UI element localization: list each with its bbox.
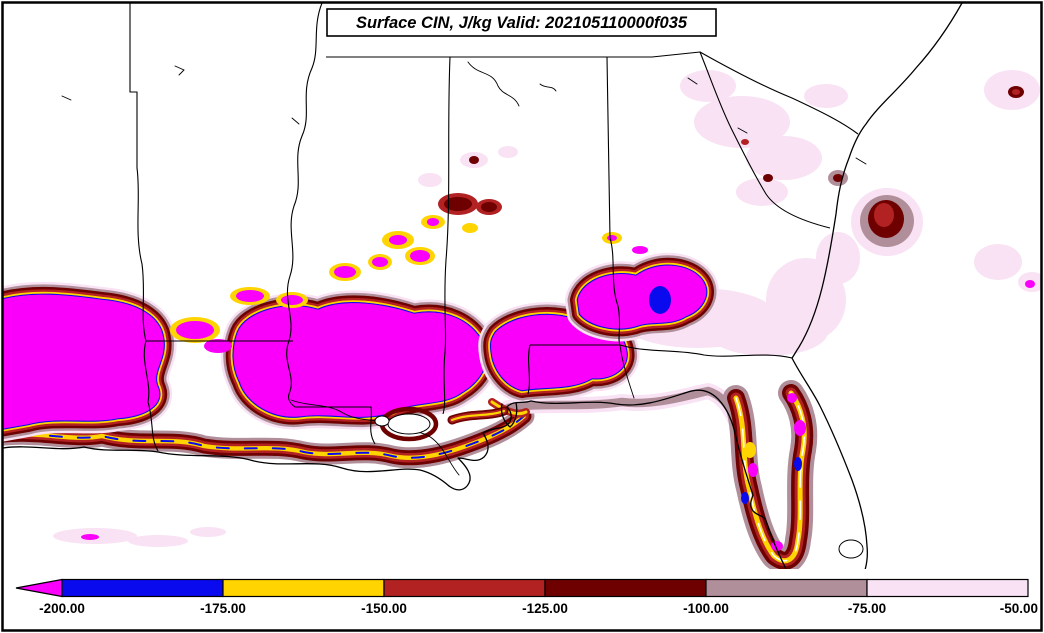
colorbar-segment-2: [222, 578, 385, 598]
lake-okeechobee: [838, 539, 864, 559]
state-borders: [129, 3, 859, 452]
strong-cin-blob-central: [234, 303, 486, 416]
colorbar-segment-3: [383, 578, 546, 598]
map-title: Surface CIN, J/kg Valid: 202105110000f03…: [356, 14, 688, 32]
colorbar-tick-label-5: -75.00: [848, 601, 886, 616]
colorbar-tick-label-4: -100.00: [683, 601, 729, 616]
map-layers: [3, 3, 1041, 569]
colorbar-tick-label-6: -50.00: [1000, 601, 1038, 616]
colorbar-tick-label-3: -125.00: [522, 601, 568, 616]
colorbar-tick-label-1: -175.00: [200, 601, 246, 616]
title-box: Surface CIN, J/kg Valid: 202105110000f03…: [326, 8, 717, 37]
colorbar-tick-label-2: -150.00: [361, 601, 407, 616]
lake-pontchartrain: [387, 413, 431, 435]
colorbar-segment-4: [544, 578, 707, 598]
colorbar-segment-6: [866, 578, 1029, 598]
weak-cin-pink-patches: [53, 70, 1041, 547]
colorbar-segment-5: [705, 578, 868, 598]
coastlines: [3, 3, 963, 569]
strong-cin-blob-georgia: [578, 266, 706, 329]
colorbar: -200.00 -175.00 -150.00 -125.00 -100.00 …: [15, 578, 1038, 616]
lake-maurepas: [374, 415, 390, 427]
colorbar-tick-label-0: -200.00: [39, 601, 85, 616]
colorbar-segment-1: [61, 578, 224, 598]
lakes: [374, 413, 864, 559]
strong-cin-blob-west: [3, 295, 164, 430]
